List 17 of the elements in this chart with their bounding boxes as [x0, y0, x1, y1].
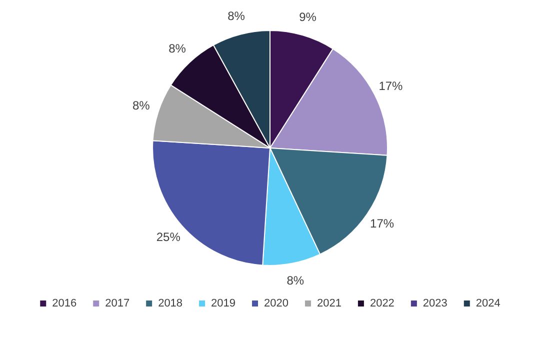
legend-label: 2016 [52, 298, 77, 310]
legend-label: 2019 [211, 298, 236, 310]
data-label: 8% [168, 42, 186, 56]
legend-label: 2022 [370, 298, 394, 310]
data-label: 25% [156, 230, 181, 244]
legend-label: 2021 [316, 298, 342, 310]
data-label: 8% [132, 98, 150, 112]
legend-label: 2017 [105, 298, 130, 310]
legend-label: 2023 [422, 298, 448, 310]
legend-label: 2020 [264, 298, 288, 310]
data-label: 8% [286, 273, 304, 288]
data-label: 17% [378, 78, 404, 93]
data-label: 8% [228, 9, 246, 24]
data-label: 17% [370, 216, 394, 230]
legend-label: 2024 [476, 298, 500, 310]
data-label: 9% [299, 10, 317, 24]
legend-label: 2018 [158, 298, 183, 310]
